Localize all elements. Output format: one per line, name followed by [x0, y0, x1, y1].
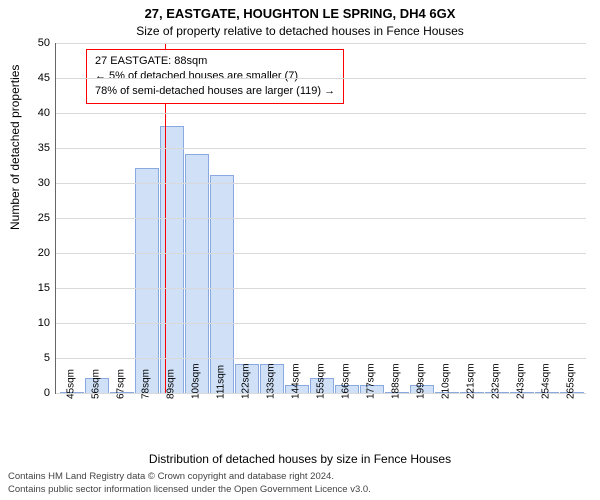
y-tick-label: 25	[38, 212, 50, 224]
y-tick-label: 20	[38, 247, 50, 259]
y-tick-label: 5	[44, 352, 50, 364]
gridline	[56, 393, 586, 394]
info-line-3: 78% of semi-detached houses are larger (…	[95, 84, 335, 99]
gridline	[56, 183, 586, 184]
y-tick-label: 10	[38, 317, 50, 329]
bar: 133sqm	[260, 364, 282, 393]
y-tick-label: 15	[38, 282, 50, 294]
gridline	[56, 113, 586, 114]
info-line-1: 27 EASTGATE: 88sqm	[95, 54, 335, 69]
gridline	[56, 148, 586, 149]
bar: 78sqm	[135, 168, 157, 393]
info-line-2: ← 5% of detached houses are smaller (7)	[95, 69, 335, 84]
bar: 166sqm	[335, 385, 357, 393]
plot-area: 45sqm56sqm67sqm78sqm89sqm100sqm111sqm122…	[55, 43, 586, 394]
property-size-histogram: 27, EASTGATE, HOUGHTON LE SPRING, DH4 6G…	[0, 0, 600, 500]
gridline	[56, 323, 586, 324]
gridline	[56, 288, 586, 289]
footer-line-2: Contains public sector information licen…	[8, 484, 371, 496]
bar: 122sqm	[235, 364, 257, 393]
x-tick-label: 78sqm	[141, 369, 152, 399]
bar: 144sqm	[285, 385, 307, 393]
gridline	[56, 358, 586, 359]
gridline	[56, 218, 586, 219]
gridline	[56, 78, 586, 79]
bar: 56sqm	[85, 378, 107, 393]
y-tick-label: 30	[38, 177, 50, 189]
bar-fill	[160, 126, 184, 393]
x-axis-label: Distribution of detached houses by size …	[0, 452, 600, 466]
bar-fill	[135, 168, 159, 393]
y-tick-label: 40	[38, 107, 50, 119]
y-tick-label: 0	[44, 387, 50, 399]
bar: 89sqm	[160, 126, 182, 393]
bar: 177sqm	[360, 385, 382, 393]
y-tick-label: 50	[38, 37, 50, 49]
x-tick-label: 89sqm	[166, 369, 177, 399]
gridline	[56, 43, 586, 44]
info-box: 27 EASTGATE: 88sqm ← 5% of detached hous…	[86, 49, 344, 104]
y-tick-label: 35	[38, 142, 50, 154]
y-tick-label: 45	[38, 72, 50, 84]
x-tick-label: 67sqm	[116, 369, 127, 399]
footer-line-1: Contains HM Land Registry data © Crown c…	[8, 471, 371, 483]
bar: 155sqm	[310, 378, 332, 393]
bar: 111sqm	[210, 175, 232, 393]
gridline	[56, 253, 586, 254]
bar: 199sqm	[410, 385, 432, 393]
footer-attribution: Contains HM Land Registry data © Crown c…	[8, 471, 371, 496]
x-tick-label: 45sqm	[66, 369, 77, 399]
chart-title-sub: Size of property relative to detached ho…	[0, 24, 600, 38]
x-tick-label: 56sqm	[91, 369, 102, 399]
chart-title-main: 27, EASTGATE, HOUGHTON LE SPRING, DH4 6G…	[0, 6, 600, 21]
bar-fill	[210, 175, 234, 393]
y-axis-label: Number of detached properties	[8, 65, 22, 230]
